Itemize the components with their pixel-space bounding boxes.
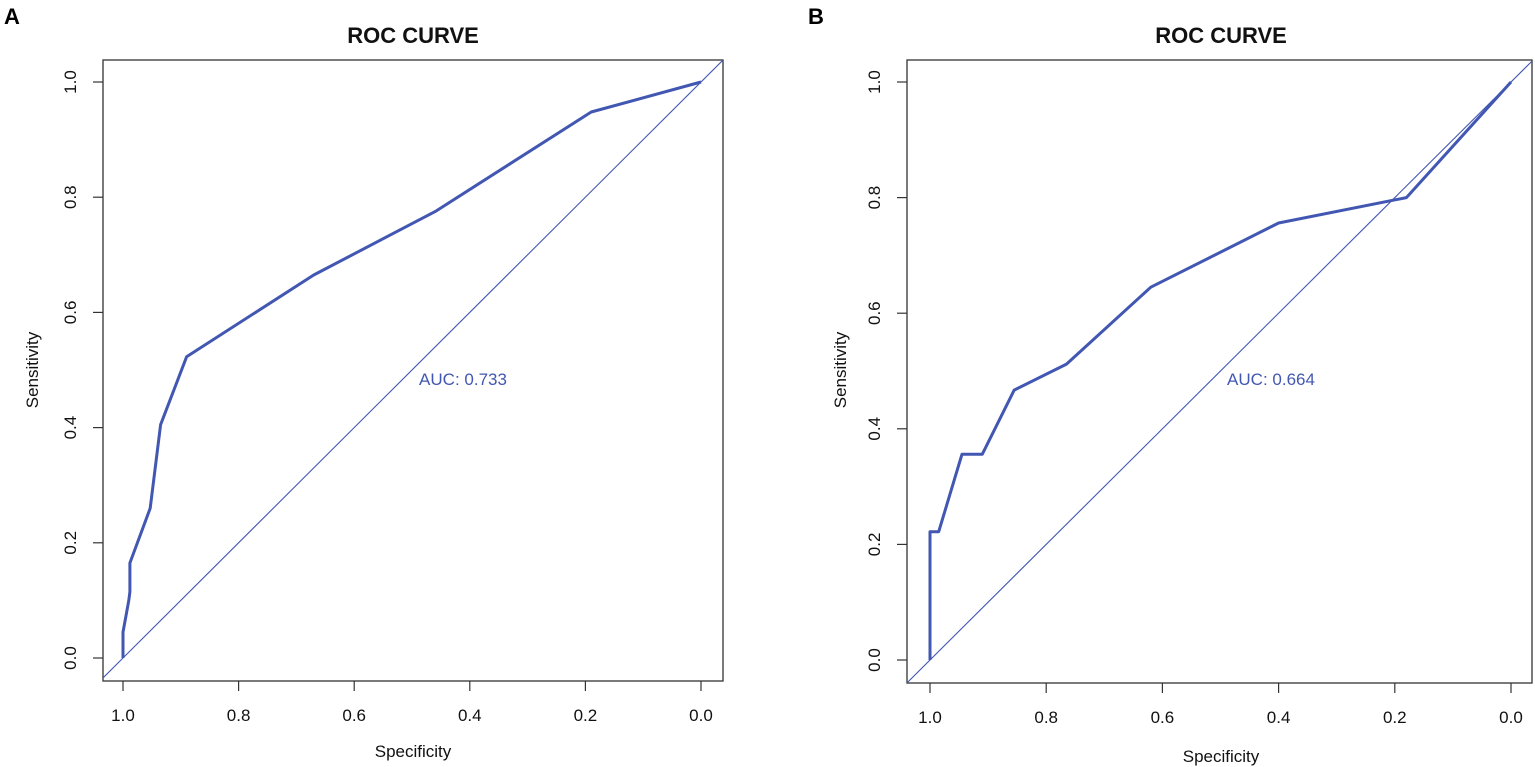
x-tick-label: 0.8 — [227, 706, 251, 725]
x-tick-label: 0.4 — [1267, 708, 1291, 727]
y-tick-label: 0.4 — [865, 417, 884, 441]
y-tick-label: 0.8 — [61, 185, 80, 209]
auc-annotation: AUC: 0.733 — [419, 370, 507, 389]
y-tick-label: 0.0 — [865, 648, 884, 672]
roc-curve-line — [121, 80, 702, 658]
panel-label-a: A — [4, 4, 20, 29]
x-tick-label: 0.2 — [1383, 708, 1407, 727]
x-tick-label: 0.8 — [1034, 708, 1058, 727]
x-tick-label: 0.6 — [1151, 708, 1175, 727]
x-axis-label: Specificity — [375, 742, 452, 761]
reference-diagonal-line — [103, 60, 723, 679]
x-tick-label: 0.0 — [1499, 708, 1523, 727]
x-tick-label: 0.4 — [458, 706, 482, 725]
y-tick-label: 0.2 — [865, 533, 884, 557]
x-tick-label: 1.0 — [111, 706, 135, 725]
reference-diagonal-line — [907, 60, 1532, 683]
roc-chart-a: ROC CURVE 0.0 0.2 0.4 0.6 0.8 1.0 1.0 0.8 0.6 0.4 0… — [23, 23, 724, 761]
x-tick-label: 0.2 — [574, 706, 598, 725]
y-tick-label: 0.2 — [61, 531, 80, 555]
y-axis-label: Sensitivity — [831, 331, 850, 408]
y-tick-label: 0.4 — [61, 416, 80, 440]
x-tick-label: 0.6 — [342, 706, 366, 725]
panel-label-b: B — [808, 4, 824, 29]
x-tick-label: 0.0 — [689, 706, 713, 725]
x-tick-label: 1.0 — [918, 708, 942, 727]
y-axis-label: Sensitivity — [23, 331, 42, 408]
y-tick-label: 1.0 — [865, 70, 884, 94]
roc-panel-a: A ROC CURVE 0.0 0.2 0.4 0.6 0.8 1.0 1.0 0.8 0.6 0.… — [0, 0, 767, 767]
chart-title: ROC CURVE — [347, 23, 479, 48]
auc-annotation: AUC: 0.664 — [1227, 370, 1315, 389]
y-tick-label: 1.0 — [61, 70, 80, 94]
chart-title: ROC CURVE — [1155, 23, 1287, 48]
plot-frame — [102, 59, 724, 682]
x-axis-label: Specificity — [1183, 747, 1260, 766]
roc-panel-b: B ROC CURVE 0.0 0.2 0.4 0.6 0.8 1.0 1.0 0.8 0.6 0.… — [808, 0, 1535, 767]
y-tick-label: 0.0 — [61, 646, 80, 670]
y-tick-label: 0.8 — [865, 186, 884, 210]
y-tick-label: 0.6 — [865, 301, 884, 325]
y-tick-label: 0.6 — [61, 301, 80, 325]
roc-curve-line — [928, 80, 1513, 660]
plot-frame — [906, 59, 1533, 684]
roc-chart-b: ROC CURVE 0.0 0.2 0.4 0.6 0.8 1.0 1.0 0.8 0.6 0.4 0… — [831, 23, 1533, 766]
